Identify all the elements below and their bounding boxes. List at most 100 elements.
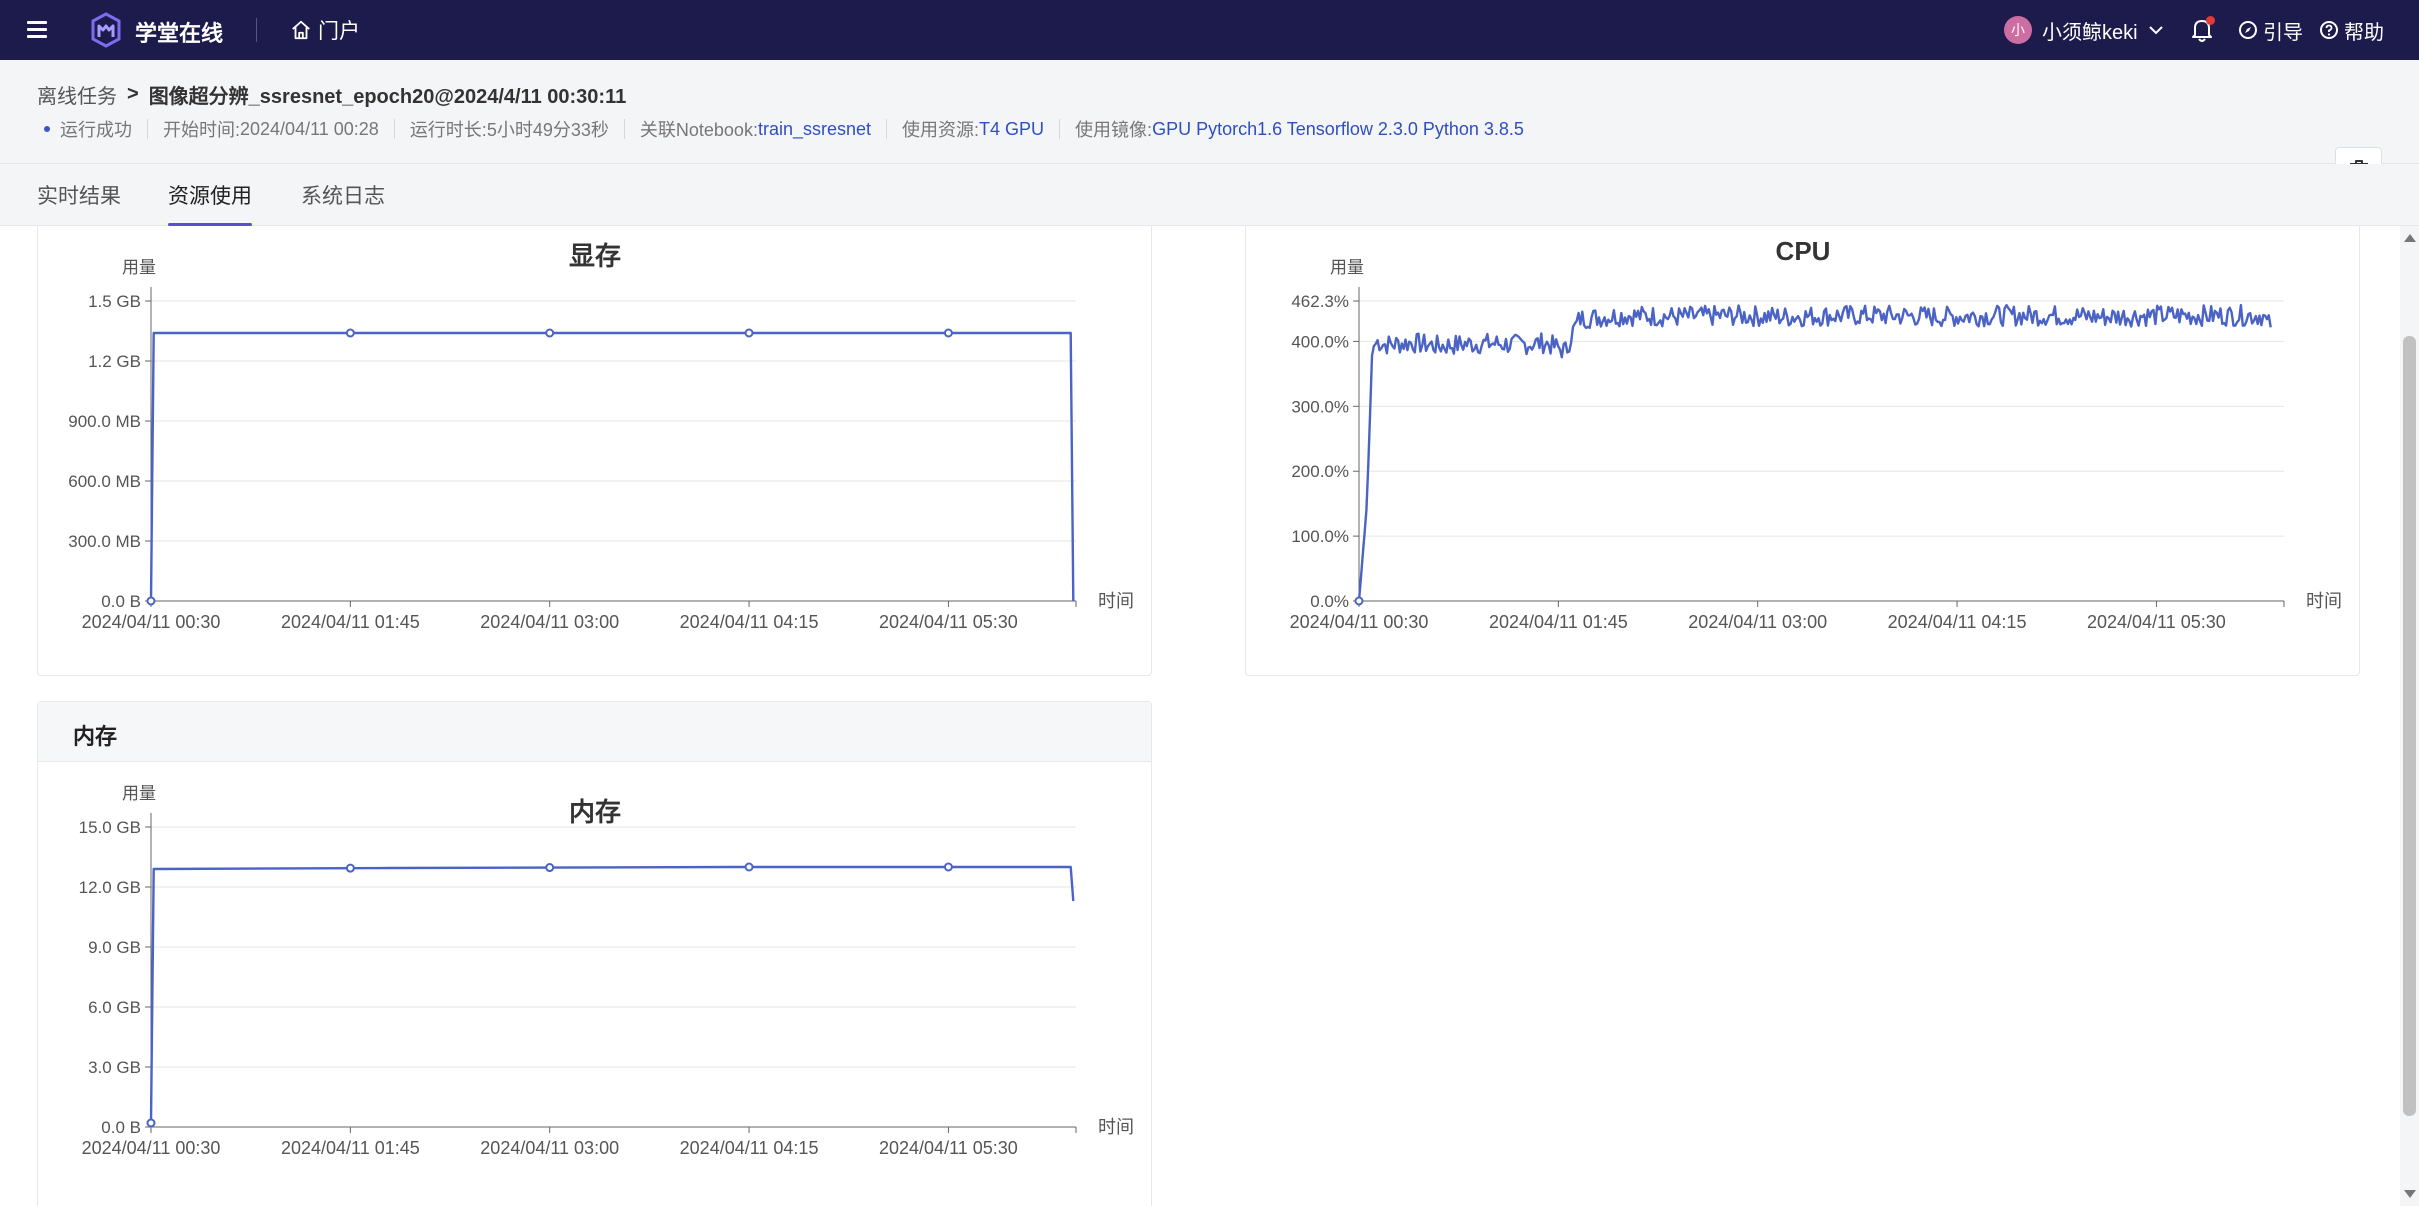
scroll-thumb[interactable]	[2403, 336, 2416, 1116]
x-tick-label: 2024/04/11 00:30	[1290, 612, 1429, 632]
cpu-card: CPU 0.0% 100.0% 200.0% 300.0% 400.0% 462.3% 用量…	[1245, 226, 2360, 676]
y-tick-label: 0.0 B	[101, 592, 141, 611]
memory-chart: 0.0 B 3.0 GB 6.0 GB 9.0 GB 12.0 GB 15.0 GB 用量时…	[79, 784, 1134, 1158]
x-tick-label: 2024/04/11 05:30	[879, 612, 1018, 632]
data-point	[943, 328, 953, 338]
run-duration-label: 运行时长:	[409, 120, 487, 140]
used-image-link[interactable]: GPU Pytorch1.6 Tensorflow 2.3.0 Python 3…	[1152, 118, 1524, 139]
x-tick-label: 2024/04/11 00:30	[82, 1138, 221, 1158]
user-menu[interactable]: 小 小须鲸keki	[2004, 14, 2164, 46]
used-image: 使用镜像: GPU Pytorch1.6 Tensorflow 2.3.0 Py…	[1059, 118, 1539, 140]
x-tick-label: 2024/04/11 01:45	[281, 612, 420, 632]
help-label: 帮助	[2344, 21, 2384, 44]
y-tick-label: 300.0 MB	[68, 532, 141, 551]
y-tick-label: 900.0 MB	[68, 412, 141, 431]
y-axis-label: 用量	[1330, 258, 1364, 277]
memory-card: 内存 内存 0.0 B 3.0 GB 6.0 GB 9.0 GB 12.0 GB 15.0…	[37, 701, 1152, 1206]
run-duration-value: 5小时49分33秒	[486, 120, 609, 140]
help-icon	[2320, 21, 2338, 39]
y-tick-label: 0.0%	[1310, 592, 1349, 611]
chart-title: 内存	[568, 797, 622, 827]
user-name: 小须鲸keki	[2042, 21, 2138, 44]
memory-card-header: 内存	[38, 702, 1151, 762]
notification-badge	[2206, 16, 2215, 25]
y-tick-label: 6.0 GB	[88, 998, 141, 1017]
x-axis-label: 时间	[1098, 1117, 1134, 1137]
used-image-label: 使用镜像:	[1075, 120, 1153, 140]
task-meta: 运行成功 开始时间: 2024/04/11 00:28 运行时长: 5小时49分…	[37, 118, 1539, 140]
linked-notebook-link[interactable]: train_ssresnet	[757, 118, 872, 139]
hamburger-menu-icon[interactable]	[27, 17, 54, 43]
scroll-up-arrow-icon[interactable]	[2404, 234, 2416, 242]
x-tick-label: 2024/04/11 01:45	[281, 1138, 420, 1158]
status-badge: 运行成功	[37, 119, 147, 140]
start-time-value: 2024/04/11 00:28	[240, 118, 379, 139]
top-bar: 学堂在线 门户 小 小须鲸keki 引导 帮助	[0, 0, 2419, 60]
tab-system-logs[interactable]: 系统日志	[301, 185, 385, 208]
scrollbar[interactable]	[2400, 226, 2419, 1206]
y-tick-label: 0.0 B	[101, 1118, 141, 1137]
tab-realtime-results[interactable]: 实时结果	[37, 185, 121, 208]
tab-resource-usage[interactable]: 资源使用	[168, 180, 252, 226]
used-resource-link[interactable]: T4 GPU	[979, 118, 1045, 139]
linked-notebook: 关联Notebook: train_ssresnet	[623, 118, 886, 140]
x-tick-label: 2024/04/11 05:30	[2087, 612, 2226, 632]
data-point	[146, 1118, 156, 1128]
y-tick-label: 15.0 GB	[79, 818, 141, 837]
y-tick-label: 200.0%	[1291, 462, 1349, 481]
data-point	[345, 863, 355, 873]
y-tick-label: 100.0%	[1291, 527, 1349, 546]
start-time-label: 开始时间:	[163, 120, 241, 140]
chart-title: CPU	[1775, 236, 1831, 266]
help-link[interactable]: 帮助	[2319, 15, 2384, 45]
breadcrumb-parent[interactable]: 离线任务	[37, 86, 117, 108]
main-content: 显存 0.0 B 300.0 MB 600.0 MB 900.0 MB 1.2 GB 1.…	[0, 226, 2400, 1206]
status-dot	[44, 126, 50, 132]
portal-link[interactable]: 门户	[290, 15, 360, 45]
y-tick-label: 9.0 GB	[88, 938, 141, 957]
status-text: 运行成功	[60, 120, 132, 140]
data-point	[146, 596, 156, 606]
x-tick-label: 2024/04/11 00:30	[82, 612, 221, 632]
breadcrumb-separator: >	[127, 83, 139, 105]
home-icon	[292, 20, 310, 40]
data-point	[744, 862, 754, 872]
y-axis-label: 用量	[122, 258, 156, 277]
data-point	[545, 328, 555, 338]
guide-label: 引导	[2263, 21, 2303, 44]
data-point	[1354, 596, 1364, 606]
divider	[256, 18, 257, 42]
page-title: 图像超分辨_ssresnet_epoch20@2024/4/11 00:30:1…	[148, 86, 627, 108]
data-point	[943, 862, 953, 872]
series-line	[149, 865, 1075, 1124]
x-tick-label: 2024/04/11 03:00	[480, 612, 619, 632]
series-line	[149, 331, 1075, 602]
x-tick-label: 2024/04/11 03:00	[1688, 612, 1827, 632]
breadcrumb: 离线任务 > 图像超分辨_ssresnet_epoch20@2024/4/11 …	[37, 80, 626, 109]
run-duration: 运行时长: 5小时49分33秒	[393, 119, 624, 140]
chart-title: 显存	[568, 241, 622, 271]
scroll-down-arrow-icon[interactable]	[2404, 1190, 2416, 1198]
start-time: 开始时间: 2024/04/11 00:28	[147, 118, 394, 140]
used-resource-label: 使用资源:	[902, 120, 980, 140]
gpu-memory-chart: 0.0 B 300.0 MB 600.0 MB 900.0 MB 1.2 GB 1.5 G…	[68, 258, 1134, 632]
compass-icon	[2239, 21, 2257, 39]
y-tick-label: 1.5 GB	[88, 292, 141, 311]
y-tick-label: 3.0 GB	[88, 1058, 141, 1077]
notification-bell-icon[interactable]	[2189, 16, 2215, 44]
y-tick-label: 300.0%	[1291, 397, 1349, 416]
data-point	[345, 328, 355, 338]
guide-link[interactable]: 引导	[2238, 15, 2303, 45]
x-axis-label: 时间	[1098, 591, 1134, 611]
used-resource: 使用资源: T4 GPU	[886, 118, 1059, 140]
task-header: 离线任务 > 图像超分辨_ssresnet_epoch20@2024/4/11 …	[0, 60, 2419, 195]
chevron-down-icon	[2148, 26, 2163, 35]
x-tick-label: 2024/04/11 05:30	[879, 1138, 1018, 1158]
data-point	[744, 328, 754, 338]
series-line	[1357, 303, 2272, 602]
x-axis-label: 时间	[2306, 591, 2342, 611]
x-tick-label: 2024/04/11 04:15	[680, 1138, 819, 1158]
x-tick-label: 2024/04/11 03:00	[480, 1138, 619, 1158]
portal-label: 门户	[318, 20, 360, 43]
x-tick-label: 2024/04/11 01:45	[1489, 612, 1628, 632]
